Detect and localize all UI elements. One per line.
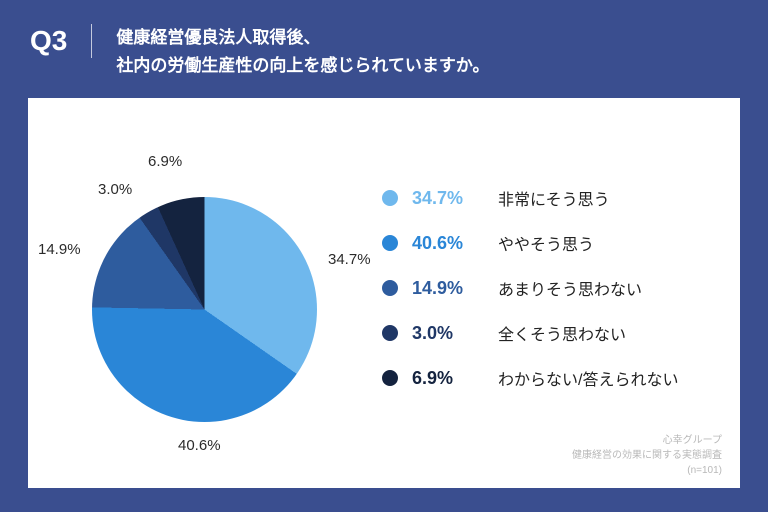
- legend-dot-icon: [382, 325, 398, 341]
- source-line-1: 心幸グループ: [572, 433, 722, 448]
- legend-label: あまりそう思わない: [498, 276, 642, 300]
- legend-dot-icon: [382, 370, 398, 386]
- pie-chart: [92, 197, 317, 422]
- legend-pct: 3.0%: [412, 323, 484, 344]
- callout-0: 34.7%: [328, 251, 371, 268]
- callout-1: 40.6%: [178, 437, 221, 454]
- legend: 34.7% 非常にそう思う 40.6% ややそう思う 14.9% あまりそう思わ…: [378, 186, 714, 400]
- legend-row: 34.7% 非常にそう思う: [382, 186, 714, 210]
- legend-row: 3.0% 全くそう思わない: [382, 321, 714, 345]
- question-line-1: 健康経営優良法人取得後、: [116, 24, 489, 52]
- legend-row: 14.9% あまりそう思わない: [382, 276, 714, 300]
- source-line-2: 健康経営の効果に関する実態調査: [572, 448, 722, 463]
- callout-3: 3.0%: [98, 181, 132, 198]
- legend-dot-icon: [382, 235, 398, 251]
- legend-label: 非常にそう思う: [498, 186, 610, 210]
- legend-label: わからない/答えられない: [498, 366, 678, 390]
- legend-pct: 6.9%: [412, 368, 484, 389]
- question-line-2: 社内の労働生産性の向上を感じられていますか。: [116, 52, 489, 80]
- legend-row: 40.6% ややそう思う: [382, 231, 714, 255]
- chart-panel: 34.7% 40.6% 14.9% 3.0% 6.9% 34.7% 非常にそう思…: [28, 98, 740, 488]
- pie-chart-area: 34.7% 40.6% 14.9% 3.0% 6.9%: [38, 123, 378, 463]
- legend-label: ややそう思う: [498, 231, 594, 255]
- legend-row: 6.9% わからない/答えられない: [382, 366, 714, 390]
- legend-pct: 40.6%: [412, 233, 484, 254]
- question-text: 健康経営優良法人取得後、 社内の労働生産性の向上を感じられていますか。: [92, 24, 489, 80]
- callout-4: 6.9%: [148, 153, 182, 170]
- question-header: Q3 健康経営優良法人取得後、 社内の労働生産性の向上を感じられていますか。: [0, 0, 768, 98]
- source-attribution: 心幸グループ 健康経営の効果に関する実態調査 (n=101): [572, 433, 722, 478]
- source-line-3: (n=101): [572, 463, 722, 478]
- legend-pct: 14.9%: [412, 278, 484, 299]
- callout-2: 14.9%: [38, 241, 81, 258]
- legend-pct: 34.7%: [412, 188, 484, 209]
- legend-dot-icon: [382, 280, 398, 296]
- legend-label: 全くそう思わない: [498, 321, 626, 345]
- question-number: Q3: [30, 24, 92, 58]
- legend-dot-icon: [382, 190, 398, 206]
